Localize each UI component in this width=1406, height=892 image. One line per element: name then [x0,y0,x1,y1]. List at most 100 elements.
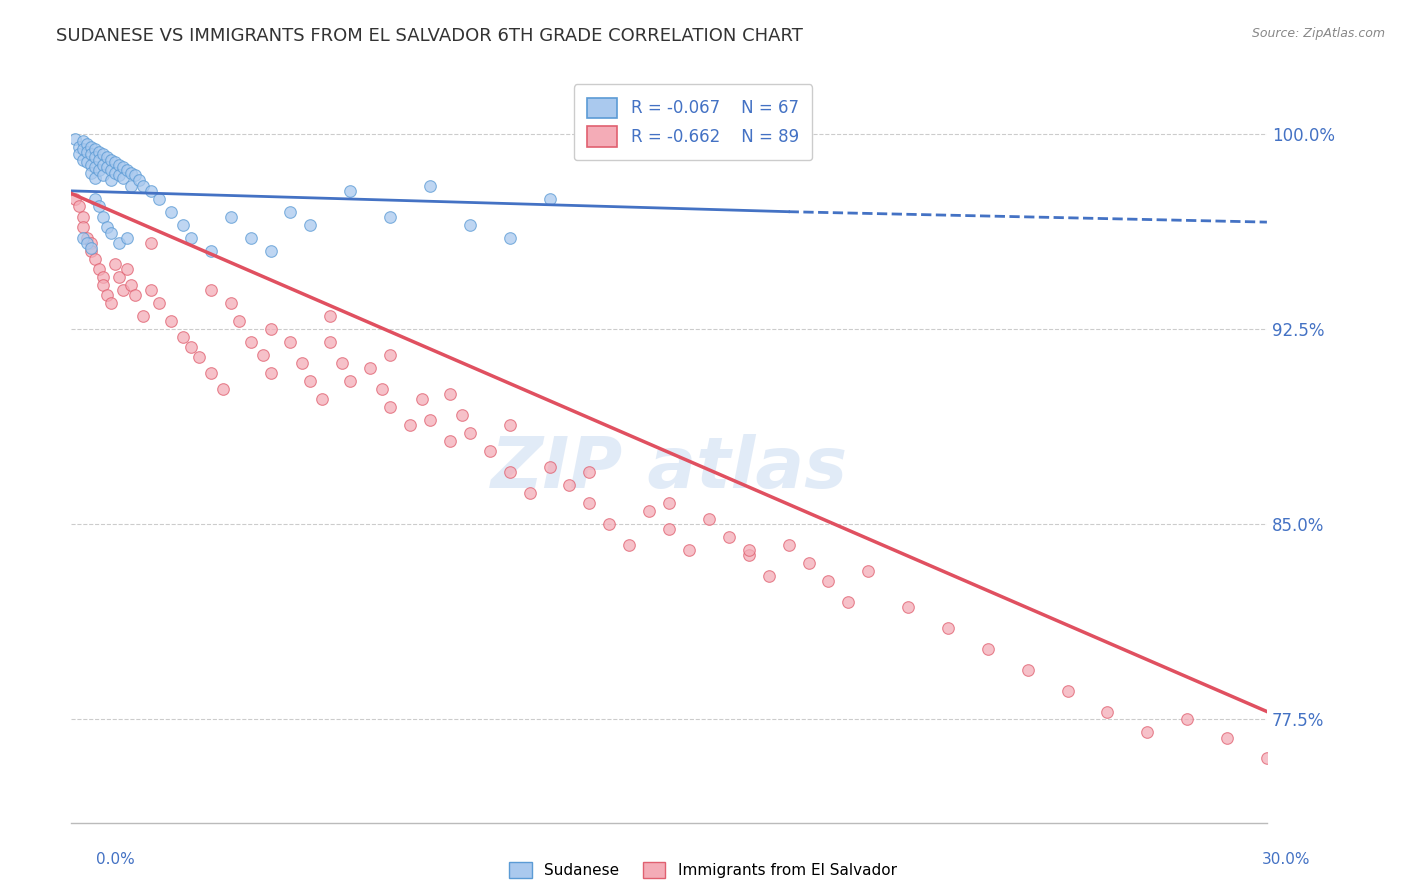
Point [311,392,333,406]
Point [228,314,250,328]
Point [439,387,461,401]
Point [76,136,98,151]
Point [120,277,142,292]
Point [148,295,170,310]
Point [339,374,361,388]
Point [100,163,122,178]
Point [139,283,162,297]
Point [339,184,361,198]
Point [100,173,122,187]
Point [1256,751,1278,765]
Point [96,161,118,175]
Point [84,192,107,206]
Point [378,400,401,414]
Text: 0.0%: 0.0% [96,852,135,867]
Point [112,161,135,175]
Point [1017,663,1039,677]
Point [797,556,820,570]
Point [89,262,111,277]
Point [172,218,194,232]
Point [72,220,94,235]
Point [96,220,118,235]
Point [450,408,472,422]
Point [758,569,780,583]
Point [259,322,281,336]
Point [697,512,720,526]
Point [738,543,761,558]
Point [578,465,600,479]
Point [538,459,561,474]
Point [80,147,103,161]
Point [619,538,641,552]
Point [1097,705,1119,719]
Point [100,295,122,310]
Point [65,132,87,146]
Point [89,199,111,213]
Point [211,382,233,396]
Point [72,210,94,224]
Point [80,158,103,172]
Point [84,161,107,175]
Point [638,504,661,518]
Point [280,204,302,219]
Point [291,356,314,370]
Point [104,257,127,271]
Point [91,269,114,284]
Point [498,231,520,245]
Point [239,334,262,349]
Point [378,210,401,224]
Text: 30.0%: 30.0% [1263,852,1310,867]
Point [977,642,1000,657]
Point [139,235,162,250]
Point [80,166,103,180]
Point [80,139,103,153]
Point [280,334,302,349]
Point [239,231,262,245]
Point [897,600,920,615]
Point [72,231,94,245]
Point [658,522,681,536]
Point [478,444,501,458]
Point [124,168,146,182]
Point [498,465,520,479]
Point [458,425,481,440]
Point [319,309,342,323]
Point [1175,712,1198,726]
Point [578,496,600,510]
Point [371,382,394,396]
Point [778,538,800,552]
Point [219,295,242,310]
Point [80,241,103,255]
Point [252,348,274,362]
Point [80,235,103,250]
Point [91,147,114,161]
Point [124,288,146,302]
Point [96,150,118,164]
Point [200,283,222,297]
Text: ZIP atlas: ZIP atlas [491,434,848,503]
Point [108,235,131,250]
Point [89,153,111,167]
Point [108,158,131,172]
Point [100,153,122,167]
Point [120,178,142,193]
Point [837,595,859,609]
Point [259,366,281,380]
Point [319,334,342,349]
Point [148,192,170,206]
Point [439,434,461,448]
Point [112,170,135,185]
Point [180,340,202,354]
Point [104,166,127,180]
Point [817,574,839,589]
Point [187,351,209,365]
Point [598,517,620,532]
Point [139,184,162,198]
Point [658,496,681,510]
Point [67,199,90,213]
Point [180,231,202,245]
Point [132,309,155,323]
Point [1136,725,1159,739]
Point [519,486,541,500]
Point [399,418,422,433]
